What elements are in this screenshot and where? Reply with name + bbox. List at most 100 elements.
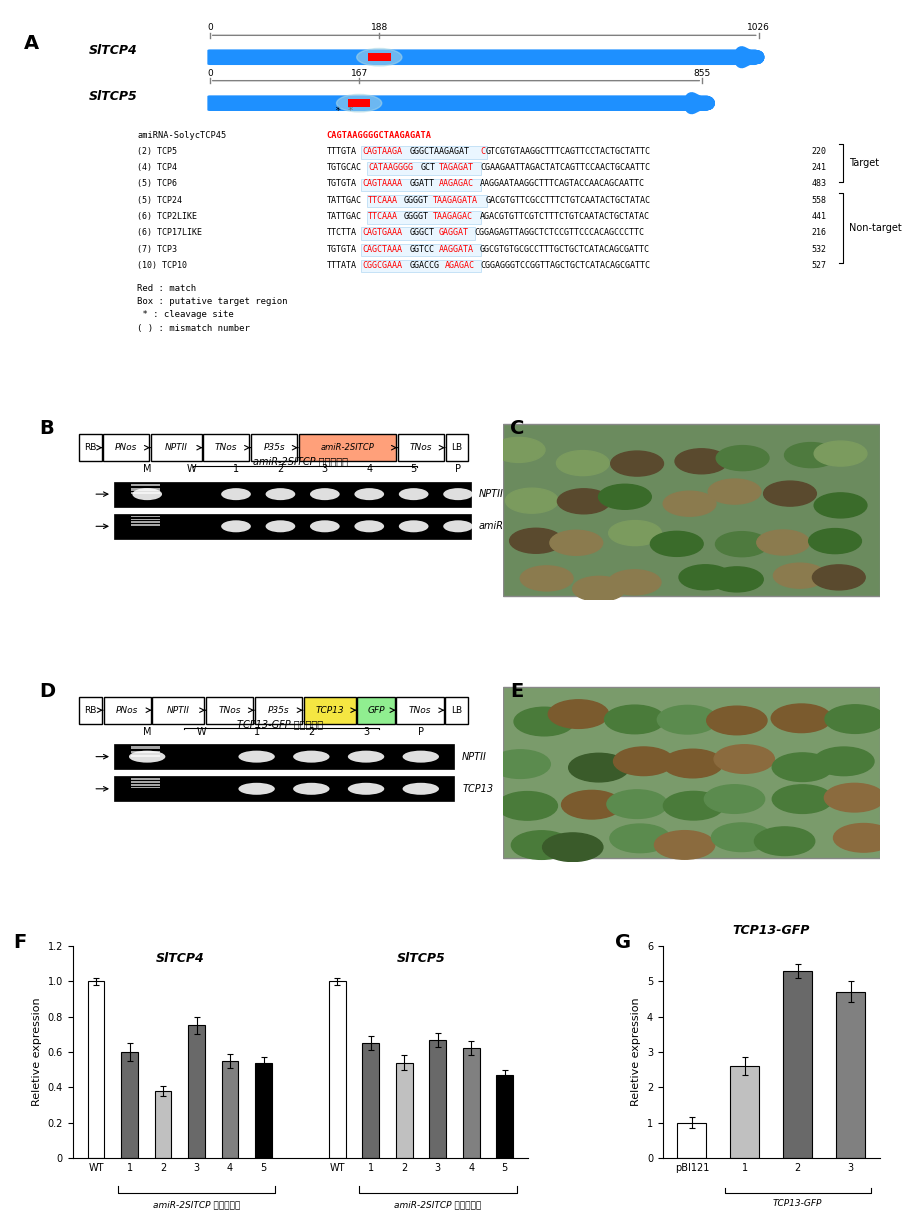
Text: TGTGTA: TGTGTA	[327, 245, 356, 254]
Text: Target: Target	[849, 158, 879, 168]
Bar	[363, 1043, 379, 1158]
Text: CAGTAAGGGGCTAAGAGATA: CAGTAAGGGGCTAAGAGATA	[327, 130, 432, 140]
Ellipse shape	[293, 783, 329, 795]
Text: 0: 0	[207, 68, 212, 78]
Text: CAGTAAGA: CAGTAAGA	[362, 147, 402, 156]
Text: GGGCTAAGAGAT: GGGCTAAGAGAT	[409, 147, 469, 156]
Circle shape	[705, 785, 765, 813]
Ellipse shape	[129, 751, 165, 763]
Bar	[122, 1052, 138, 1158]
Text: P: P	[455, 464, 461, 474]
Text: NPTII: NPTII	[167, 706, 190, 714]
Text: TNos: TNos	[215, 444, 238, 452]
FancyBboxPatch shape	[152, 697, 204, 724]
Bar	[395, 1063, 413, 1158]
Text: amiR-2SITCP 형질전환체: amiR-2SITCP 형질전환체	[253, 456, 348, 467]
Text: 558: 558	[811, 196, 826, 205]
Text: GGATT: GGATT	[409, 179, 434, 189]
FancyBboxPatch shape	[368, 54, 391, 61]
Text: 4: 4	[366, 464, 372, 474]
FancyBboxPatch shape	[132, 755, 161, 757]
FancyBboxPatch shape	[132, 484, 161, 486]
FancyBboxPatch shape	[361, 227, 475, 240]
FancyBboxPatch shape	[132, 746, 161, 748]
FancyBboxPatch shape	[132, 778, 161, 780]
Text: (10) TCP10: (10) TCP10	[137, 261, 187, 269]
Text: amiR-2SITCP 형질전환체: amiR-2SITCP 형질전환체	[153, 1201, 240, 1209]
Text: AGAGAC: AGAGAC	[444, 261, 474, 269]
Circle shape	[679, 564, 732, 590]
Ellipse shape	[132, 488, 162, 500]
Text: (5) TCP6: (5) TCP6	[137, 179, 177, 189]
Text: Red : match: Red : match	[137, 284, 196, 293]
Text: 3: 3	[322, 464, 328, 474]
Circle shape	[717, 446, 769, 471]
Text: 483: 483	[811, 179, 826, 189]
FancyBboxPatch shape	[103, 697, 151, 724]
Text: TTCTTA: TTCTTA	[327, 228, 356, 238]
Circle shape	[814, 747, 874, 775]
Text: RB: RB	[84, 444, 96, 452]
FancyBboxPatch shape	[132, 786, 161, 789]
Circle shape	[599, 484, 651, 510]
FancyBboxPatch shape	[132, 524, 161, 525]
Circle shape	[675, 449, 727, 474]
Bar	[496, 1075, 513, 1158]
FancyBboxPatch shape	[208, 50, 757, 65]
Circle shape	[505, 488, 558, 513]
Text: NPTII: NPTII	[479, 489, 503, 499]
Text: TCP13: TCP13	[316, 706, 344, 714]
Bar	[784, 970, 813, 1158]
Circle shape	[655, 830, 715, 859]
FancyBboxPatch shape	[503, 688, 880, 858]
Text: Non-target: Non-target	[849, 223, 902, 233]
Text: B: B	[39, 419, 54, 438]
Circle shape	[609, 569, 661, 595]
Circle shape	[756, 530, 810, 555]
Text: TAAGAGAC: TAAGAGAC	[433, 212, 473, 221]
Text: TTCAAA: TTCAAA	[368, 196, 398, 205]
Text: TTTATA: TTTATA	[327, 261, 356, 269]
Text: GGGGT: GGGGT	[404, 196, 428, 205]
Ellipse shape	[239, 751, 275, 763]
FancyBboxPatch shape	[114, 777, 454, 801]
Text: SlTCP5: SlTCP5	[396, 952, 445, 964]
Text: 527: 527	[811, 261, 826, 269]
Text: amiR-2SITCP: amiR-2SITCP	[321, 444, 375, 452]
Text: LB: LB	[452, 444, 463, 452]
Circle shape	[785, 442, 837, 468]
Circle shape	[716, 531, 768, 557]
Text: (4) TCP4: (4) TCP4	[137, 163, 177, 172]
Text: 241: 241	[811, 163, 826, 172]
Text: GTCGTGTAAGGCTTTCAGTTCCTACTGCTATTC: GTCGTGTAAGGCTTTCAGTTCCTACTGCTATTC	[486, 147, 651, 156]
Text: TATTGAC: TATTGAC	[327, 196, 362, 205]
Circle shape	[556, 451, 610, 475]
FancyBboxPatch shape	[132, 489, 161, 490]
Text: amiRNA-SolycTCP45: amiRNA-SolycTCP45	[137, 130, 227, 140]
FancyBboxPatch shape	[357, 697, 395, 724]
Text: TCP13: TCP13	[463, 784, 493, 794]
Text: CAGTGAAA: CAGTGAAA	[362, 228, 402, 238]
Circle shape	[663, 491, 716, 516]
FancyBboxPatch shape	[132, 519, 161, 521]
Text: CGGAGGGTCCGGTTAGCTGCTCATACAGCGATTC: CGGAGGGTCCGGTTAGCTGCTCATACAGCGATTC	[480, 261, 650, 269]
Circle shape	[605, 705, 665, 734]
FancyBboxPatch shape	[396, 697, 444, 724]
Text: TCP13-GFP 형질전환체: TCP13-GFP 형질전환체	[237, 719, 323, 729]
Text: AGACGTGTTCGTCTTTCTGTCAATACTGCTATAC: AGACGTGTTCGTCTTTCTGTCAATACTGCTATAC	[480, 212, 650, 221]
Text: 2: 2	[308, 727, 315, 737]
Text: AAGGAATAAGGCTTTCAGTACCAACAGCAATTC: AAGGAATAAGGCTTTCAGTACCAACAGCAATTC	[480, 179, 645, 189]
Text: 532: 532	[811, 245, 826, 254]
Bar	[730, 1067, 759, 1158]
Text: TNos: TNos	[410, 444, 433, 452]
Circle shape	[711, 823, 772, 852]
Text: TATTGAC: TATTGAC	[327, 212, 362, 221]
Text: GFP: GFP	[367, 706, 385, 714]
FancyBboxPatch shape	[132, 781, 161, 783]
Ellipse shape	[444, 521, 473, 533]
FancyBboxPatch shape	[398, 434, 444, 461]
FancyBboxPatch shape	[79, 697, 102, 724]
FancyBboxPatch shape	[347, 100, 370, 107]
Text: TAAGAGATA: TAAGAGATA	[433, 196, 478, 205]
Ellipse shape	[266, 521, 296, 533]
